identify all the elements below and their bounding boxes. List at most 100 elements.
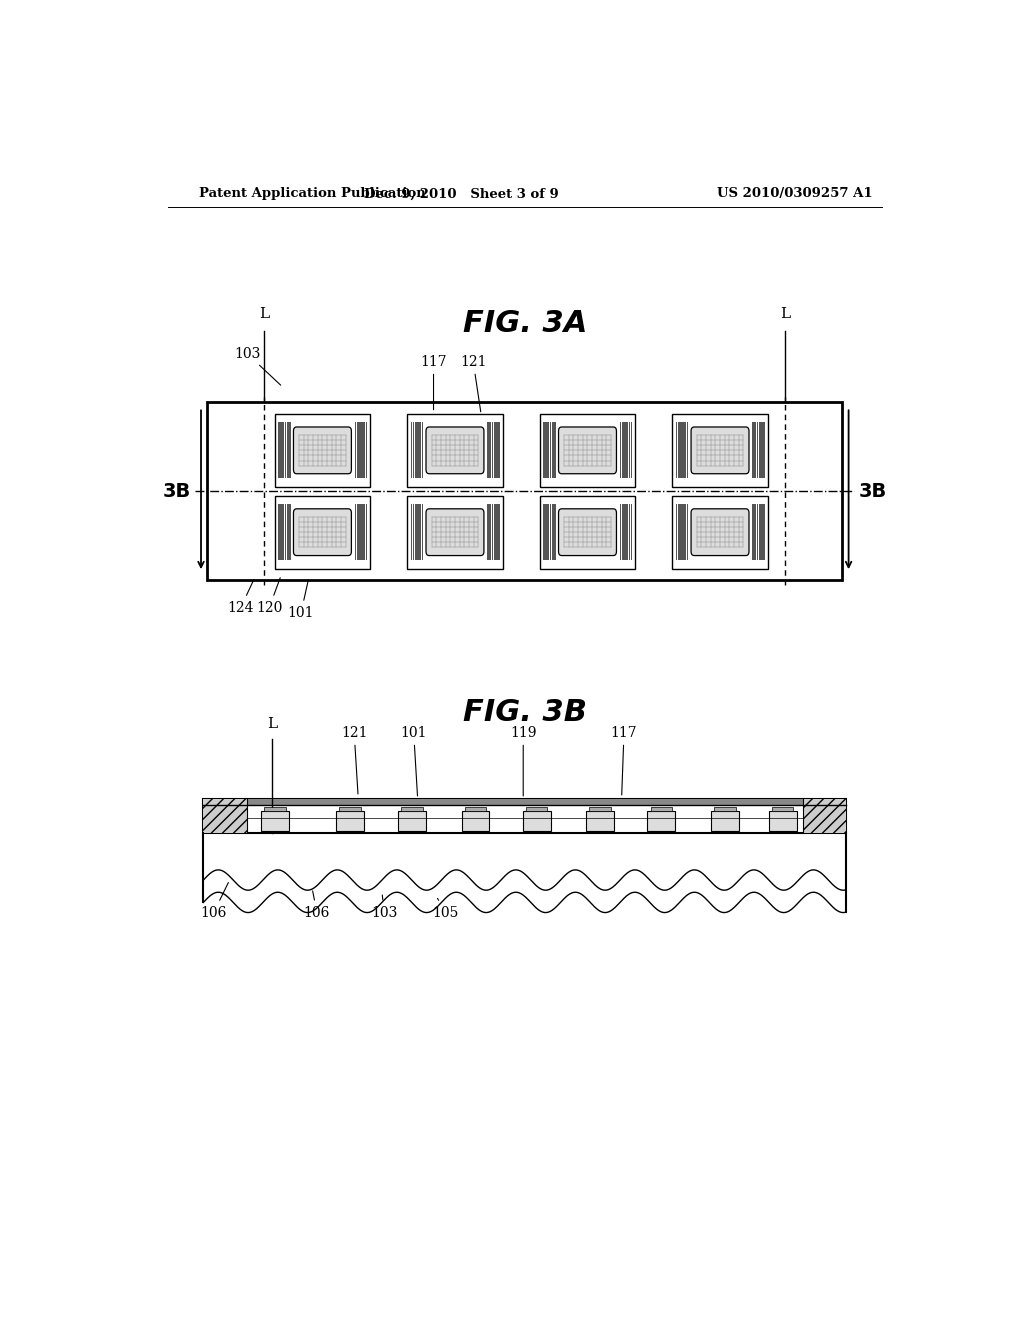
Bar — [411, 504, 413, 560]
Bar — [631, 422, 633, 478]
Bar — [687, 504, 688, 560]
Text: L: L — [259, 308, 269, 321]
Bar — [499, 422, 500, 478]
FancyBboxPatch shape — [558, 508, 616, 556]
Bar — [285, 422, 287, 478]
Bar — [545, 504, 547, 560]
Bar — [401, 807, 423, 810]
Bar — [624, 504, 626, 560]
Text: 121: 121 — [460, 355, 486, 412]
Bar — [281, 504, 282, 560]
Bar — [684, 504, 686, 560]
Bar — [274, 413, 370, 487]
Bar — [550, 504, 552, 560]
Bar — [494, 504, 496, 560]
Bar — [340, 807, 360, 810]
Bar — [761, 422, 763, 478]
Bar — [684, 422, 686, 478]
Bar — [336, 810, 365, 832]
Text: 103: 103 — [371, 895, 397, 920]
Text: Dec. 9, 2010   Sheet 3 of 9: Dec. 9, 2010 Sheet 3 of 9 — [364, 187, 559, 201]
Bar — [543, 422, 545, 478]
Bar — [415, 504, 417, 560]
Bar — [411, 422, 413, 478]
Bar — [287, 422, 289, 478]
Bar — [676, 504, 677, 560]
Text: 101: 101 — [400, 726, 427, 796]
Bar — [548, 422, 549, 478]
Bar — [364, 504, 366, 560]
FancyBboxPatch shape — [426, 508, 484, 556]
Bar — [590, 807, 611, 810]
Bar — [489, 504, 492, 560]
Bar — [413, 504, 415, 560]
Bar — [415, 422, 417, 478]
Bar — [287, 504, 289, 560]
Bar — [650, 807, 672, 810]
Text: 106: 106 — [201, 883, 228, 920]
Bar — [552, 504, 554, 560]
Bar — [629, 422, 630, 478]
FancyBboxPatch shape — [691, 508, 749, 556]
Bar — [354, 504, 356, 560]
Bar — [204, 799, 846, 805]
Bar — [759, 422, 761, 478]
Bar — [755, 504, 756, 560]
Bar — [420, 422, 421, 478]
Bar — [540, 495, 635, 569]
Bar — [714, 807, 735, 810]
Bar — [496, 422, 498, 478]
Bar — [465, 807, 486, 810]
Bar — [398, 810, 426, 832]
Bar — [261, 810, 289, 832]
Bar — [682, 504, 684, 560]
Bar — [408, 495, 503, 569]
Text: 120: 120 — [256, 578, 283, 615]
Bar — [769, 810, 797, 832]
Bar — [682, 422, 684, 478]
Bar — [274, 495, 370, 569]
Bar — [364, 422, 366, 478]
Bar — [487, 422, 488, 478]
Bar — [422, 422, 423, 478]
Bar — [408, 413, 503, 487]
Bar — [753, 422, 754, 478]
Bar — [673, 495, 768, 569]
Bar — [204, 799, 247, 833]
Bar — [361, 504, 362, 560]
Bar — [489, 422, 492, 478]
Text: 117: 117 — [610, 726, 637, 795]
Bar — [803, 799, 846, 833]
Bar — [420, 504, 421, 560]
Bar — [356, 504, 358, 560]
Bar — [620, 504, 622, 560]
Bar — [207, 403, 843, 581]
Bar — [283, 422, 285, 478]
Bar — [548, 504, 549, 560]
Bar — [278, 504, 280, 560]
FancyBboxPatch shape — [426, 426, 484, 474]
Bar — [413, 422, 415, 478]
Bar — [354, 422, 356, 478]
Text: FIG. 3B: FIG. 3B — [463, 698, 587, 727]
Bar — [494, 422, 496, 478]
Bar — [492, 504, 494, 560]
Bar — [631, 504, 633, 560]
Bar — [366, 504, 368, 560]
FancyBboxPatch shape — [558, 426, 616, 474]
Bar — [759, 504, 761, 560]
Bar — [550, 422, 552, 478]
Bar — [487, 504, 488, 560]
Bar — [523, 810, 551, 832]
Text: L: L — [780, 308, 791, 321]
Bar — [204, 799, 846, 833]
Bar — [772, 807, 794, 810]
Text: 121: 121 — [341, 726, 368, 793]
Bar — [757, 504, 759, 560]
Text: 105: 105 — [432, 899, 459, 920]
Bar — [359, 504, 360, 560]
Bar — [687, 422, 688, 478]
Text: 119: 119 — [510, 726, 537, 796]
Text: 3B: 3B — [163, 482, 191, 500]
Bar — [285, 504, 287, 560]
